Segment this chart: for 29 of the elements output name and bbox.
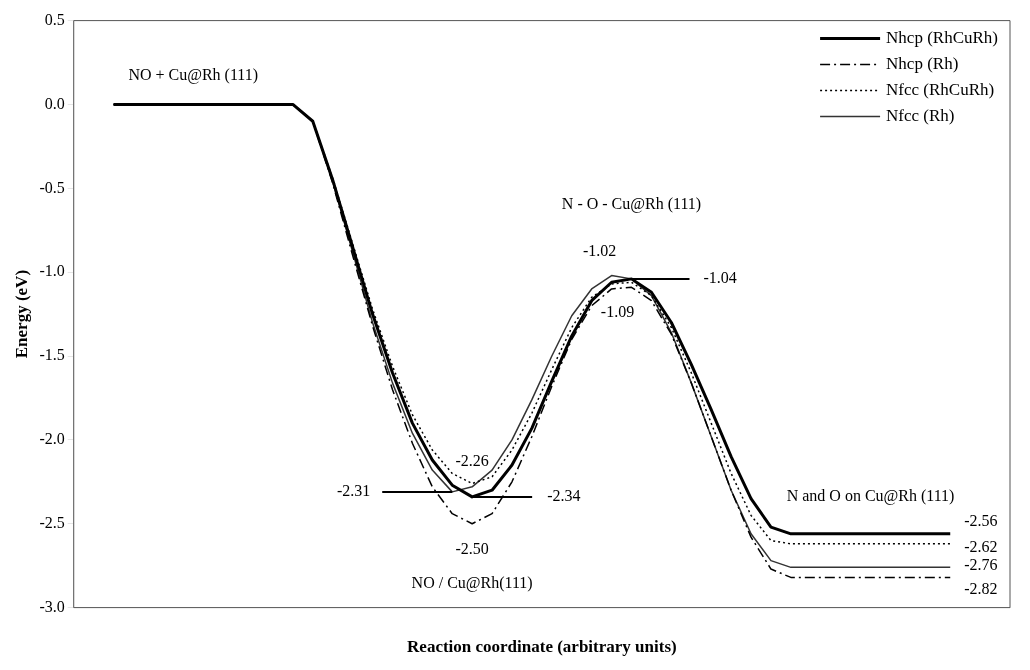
annotation: N and O on Cu@Rh (111) [786, 487, 955, 506]
y-tick-label: -1.5 [39, 346, 65, 364]
data-label: -1.04 [703, 269, 737, 287]
legend-label: Nfcc (Rh) [886, 106, 955, 126]
legend-label: Nhcp (Rh) [886, 54, 959, 74]
data-label: -2.34 [547, 487, 581, 505]
x-axis-title: Reaction coordinate (arbitrary units) [407, 637, 677, 657]
data-label: -2.31 [336, 482, 371, 500]
data-label: -1.02 [582, 241, 617, 259]
legend-label: Nhcp (RhCuRh) [886, 28, 999, 48]
y-tick-label: 0.0 [44, 94, 65, 112]
data-label: -2.62 [964, 538, 998, 556]
data-label: -2.76 [964, 555, 998, 573]
annotation: N - O - Cu@Rh (111) [561, 195, 702, 214]
y-tick-label: -2.5 [39, 513, 65, 531]
data-label: -2.50 [455, 539, 489, 557]
y-tick-label: 0.5 [44, 10, 65, 28]
y-tick-label: -0.5 [39, 178, 65, 196]
data-label: -2.56 [964, 512, 998, 530]
data-label: -2.82 [964, 579, 998, 597]
y-tick-label: -3.0 [39, 597, 65, 615]
legend-label: Nfcc (RhCuRh) [886, 80, 995, 100]
annotation: NO / Cu@Rh(111) [411, 574, 533, 593]
annotation: NO + Cu@Rh (111) [128, 66, 259, 85]
y-axis-title: Energy (eV) [11, 269, 31, 359]
y-tick-label: -1.0 [39, 262, 65, 280]
data-label: -1.09 [600, 303, 635, 321]
data-label: -2.26 [455, 451, 489, 469]
y-tick-label: -2.0 [39, 430, 65, 448]
